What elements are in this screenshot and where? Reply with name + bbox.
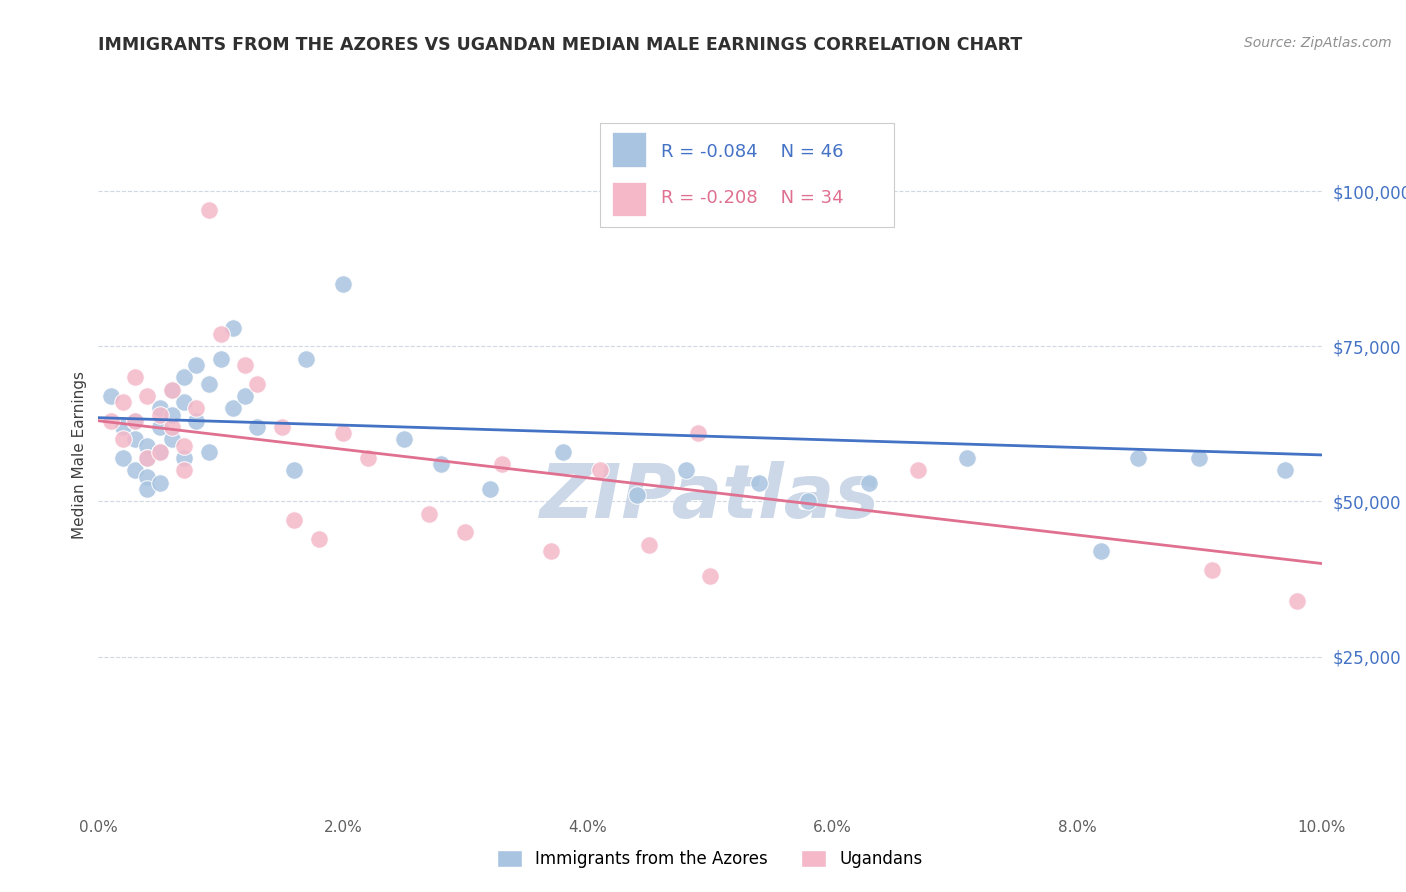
Text: R = -0.084    N = 46: R = -0.084 N = 46 bbox=[661, 143, 844, 161]
Point bbox=[160, 420, 183, 434]
Point bbox=[430, 457, 453, 471]
Point bbox=[356, 450, 378, 465]
Point bbox=[222, 320, 245, 334]
Point bbox=[136, 482, 159, 496]
Point bbox=[907, 463, 929, 477]
Point bbox=[197, 445, 219, 459]
Point bbox=[209, 326, 232, 341]
FancyBboxPatch shape bbox=[612, 182, 647, 216]
Point bbox=[797, 494, 820, 508]
Point bbox=[197, 202, 219, 217]
Point bbox=[186, 358, 208, 372]
Point bbox=[160, 433, 183, 447]
Y-axis label: Median Male Earnings: Median Male Earnings bbox=[72, 371, 87, 539]
Point bbox=[332, 277, 354, 292]
Point bbox=[160, 383, 183, 397]
Point bbox=[1090, 544, 1112, 558]
Text: R = -0.208    N = 34: R = -0.208 N = 34 bbox=[661, 188, 844, 207]
Point bbox=[160, 408, 183, 422]
Point bbox=[553, 445, 575, 459]
Point bbox=[589, 463, 612, 477]
Point bbox=[209, 351, 232, 366]
Point bbox=[136, 450, 159, 465]
Point bbox=[222, 401, 245, 416]
Point bbox=[111, 450, 134, 465]
Point bbox=[540, 544, 562, 558]
Point bbox=[246, 420, 269, 434]
Point bbox=[100, 389, 122, 403]
Point bbox=[295, 351, 318, 366]
Point bbox=[675, 463, 697, 477]
Point bbox=[308, 532, 330, 546]
Point bbox=[748, 475, 770, 490]
Point bbox=[149, 401, 172, 416]
Point bbox=[956, 450, 979, 465]
Point bbox=[173, 439, 195, 453]
Point bbox=[392, 433, 416, 447]
Point bbox=[418, 507, 440, 521]
Point bbox=[858, 475, 880, 490]
Point bbox=[186, 401, 208, 416]
Point bbox=[149, 445, 172, 459]
Point bbox=[478, 482, 501, 496]
Point bbox=[124, 370, 146, 384]
Text: IMMIGRANTS FROM THE AZORES VS UGANDAN MEDIAN MALE EARNINGS CORRELATION CHART: IMMIGRANTS FROM THE AZORES VS UGANDAN ME… bbox=[98, 36, 1022, 54]
Point bbox=[686, 426, 709, 441]
Point bbox=[283, 463, 305, 477]
Point bbox=[111, 420, 134, 434]
Point bbox=[160, 383, 183, 397]
Point bbox=[1201, 563, 1223, 577]
Point bbox=[136, 439, 159, 453]
Point bbox=[283, 513, 305, 527]
FancyBboxPatch shape bbox=[600, 123, 893, 227]
Point bbox=[626, 488, 648, 502]
Point bbox=[149, 445, 172, 459]
Point bbox=[270, 420, 292, 434]
Point bbox=[233, 358, 256, 372]
Point bbox=[1286, 593, 1309, 607]
Point bbox=[1274, 463, 1296, 477]
Point bbox=[233, 389, 256, 403]
Point bbox=[149, 408, 172, 422]
Point bbox=[173, 450, 195, 465]
Point bbox=[197, 376, 219, 391]
Text: ZIPatlas: ZIPatlas bbox=[540, 461, 880, 534]
Point bbox=[149, 475, 172, 490]
Point bbox=[136, 450, 159, 465]
Point bbox=[111, 433, 134, 447]
Point bbox=[332, 426, 354, 441]
Point bbox=[111, 395, 134, 409]
Point bbox=[124, 414, 146, 428]
Point bbox=[173, 395, 195, 409]
Point bbox=[1128, 450, 1150, 465]
Point bbox=[454, 525, 477, 540]
Point bbox=[173, 370, 195, 384]
Point bbox=[186, 414, 208, 428]
Text: Source: ZipAtlas.com: Source: ZipAtlas.com bbox=[1244, 36, 1392, 50]
Point bbox=[491, 457, 513, 471]
Point bbox=[124, 433, 146, 447]
Point bbox=[136, 389, 159, 403]
Point bbox=[699, 569, 721, 583]
Legend: Immigrants from the Azores, Ugandans: Immigrants from the Azores, Ugandans bbox=[491, 843, 929, 875]
Point bbox=[100, 414, 122, 428]
Point bbox=[637, 538, 661, 552]
Point bbox=[173, 463, 195, 477]
Point bbox=[124, 463, 146, 477]
Point bbox=[124, 414, 146, 428]
Point bbox=[1188, 450, 1211, 465]
Point bbox=[246, 376, 269, 391]
Point bbox=[149, 420, 172, 434]
FancyBboxPatch shape bbox=[612, 132, 647, 167]
Point bbox=[136, 469, 159, 483]
